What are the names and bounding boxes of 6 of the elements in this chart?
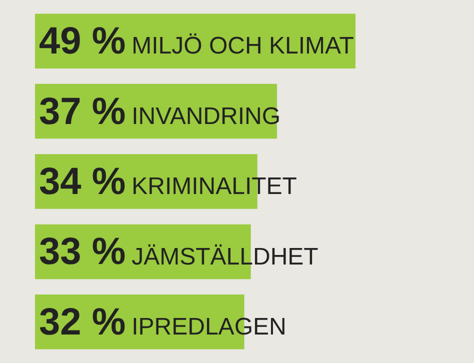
data-label: 37 %	[39, 90, 126, 133]
data-label: 33 %	[39, 231, 126, 274]
data-label: 34 %	[39, 160, 126, 203]
y-tick-label: MILJÖ OCH KLIMAT	[132, 32, 354, 60]
data-label: 49 %	[39, 20, 126, 63]
data-label: 32 %	[39, 301, 126, 344]
